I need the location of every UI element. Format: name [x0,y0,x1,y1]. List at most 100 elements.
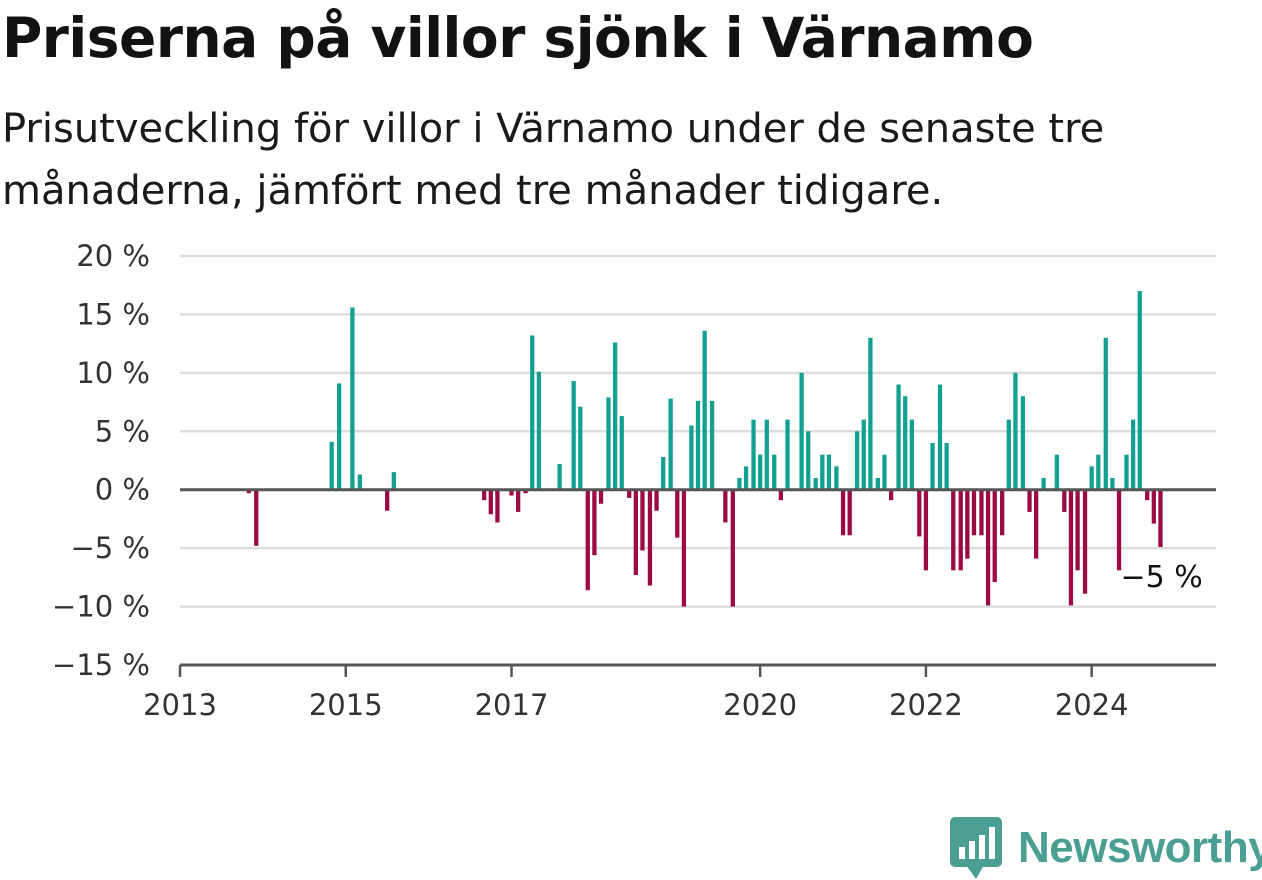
y-tick-label: −15 % [52,648,150,682]
bar [633,489,638,576]
end-value-label: −5 % [1120,560,1202,595]
bar [640,489,645,551]
bar [357,474,362,490]
bar [571,381,576,490]
bar [1130,419,1136,490]
bar [965,489,970,559]
bar [820,454,825,490]
bar [1027,489,1032,512]
bar [1089,466,1094,490]
brand-name: Newsworthy [1018,823,1262,872]
bar [1006,419,1011,490]
bar [751,419,756,490]
bar [1000,489,1005,536]
bar [723,489,728,523]
bar [647,489,653,586]
bar [516,489,521,512]
bar [495,489,500,523]
bar [806,431,811,490]
bar [737,478,742,490]
bar [1013,372,1018,490]
bar [1137,291,1142,490]
bar [758,454,763,490]
bar [585,489,590,591]
bar [882,454,887,490]
bar [888,489,894,501]
bar [764,419,769,490]
bar [730,489,735,607]
bar [1041,478,1046,490]
bar [385,489,390,511]
bar [709,400,715,490]
bar [951,489,956,571]
newsworthy-logo-icon [950,817,1002,879]
bar [1151,489,1156,524]
bar [606,397,611,490]
y-tick-label: −10 % [52,590,150,624]
bar [336,383,342,490]
bar [1145,489,1150,501]
bar [612,342,618,490]
bar [971,489,977,536]
bar [661,456,666,490]
bar [482,489,487,501]
x-tick-label: 2013 [143,688,217,722]
chart-title: Priserna på villor sjönk i Värnamo [2,6,1034,70]
bar [930,442,935,490]
bar [813,478,818,490]
bar [536,371,542,490]
y-tick-label: 15 % [76,297,150,331]
bar [847,489,852,536]
bar [627,489,632,498]
bar [772,454,777,490]
bar [695,400,701,490]
bar [654,489,659,511]
bar [488,489,493,515]
bar [619,416,624,490]
bar [689,425,694,490]
bar [1158,489,1163,547]
bar [896,384,901,490]
bar [903,396,908,490]
bar [578,406,583,490]
bar [917,489,922,537]
bar [681,489,687,607]
x-tick-label: 2017 [475,688,549,722]
bar [675,489,680,538]
bar [523,489,528,494]
bar [799,372,804,490]
bar [1068,489,1074,606]
bar [329,441,334,490]
y-tick-label: −5 % [70,531,150,565]
bar [979,489,984,536]
bar [937,384,943,490]
bar [875,478,880,490]
x-tick-label: 2022 [889,688,963,722]
bar [557,464,562,490]
bar [592,489,597,556]
bar [246,489,251,494]
bar [1082,489,1088,594]
bar [743,466,749,490]
bar [598,489,604,504]
bar [958,489,963,571]
y-tick-label: 0 % [95,473,150,507]
x-tick-label: 2020 [723,688,797,722]
bar [992,489,997,583]
bar [1110,478,1115,490]
bar [861,419,866,490]
chart-subtitle: Prisutveckling för villor i Värnamo unde… [2,106,1105,214]
bar [785,419,790,490]
bar [840,489,846,536]
bar [1124,454,1129,490]
bar [985,489,991,606]
bar [909,419,914,490]
bar [1103,337,1108,490]
bar [254,489,259,546]
bar [1020,396,1026,490]
x-tick-label: 2024 [1055,688,1129,722]
bar [509,489,514,496]
bar [1075,489,1080,571]
newsworthy-logo: Newsworthy [950,816,1262,880]
